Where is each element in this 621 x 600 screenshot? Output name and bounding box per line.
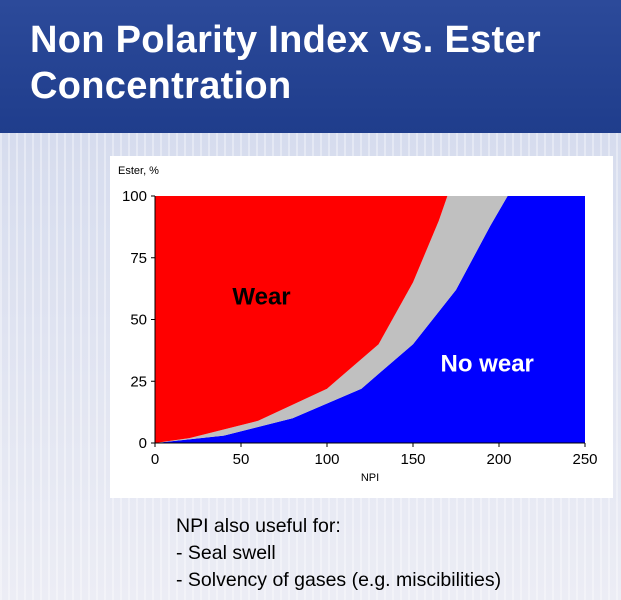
no-wear-region [155,196,585,443]
transition-region [155,196,508,443]
wear-region [155,196,448,443]
y-axis-ticks: 0 25 50 75 100 [122,188,155,452]
x-tick-label: 50 [233,451,250,468]
slide-title: Non Polarity Index vs. Ester Concentrati… [30,19,542,107]
y-tick-label: 25 [130,373,147,390]
title-banner: Non Polarity Index vs. Ester Concentrati… [0,0,621,133]
x-tick-label: 250 [572,451,597,468]
x-tick-label: 0 [151,451,159,468]
y-tick-label: 75 [130,250,147,267]
y-axis-label: Ester, % [118,165,159,177]
notes-heading: NPI also useful for: [176,515,341,537]
x-tick-label: 100 [314,451,339,468]
chart-panel: 0 50 100 150 200 250 0 25 50 75 100 Ester, % NPI … [110,156,613,498]
y-tick-label: 100 [122,188,147,205]
y-tick-label: 0 [139,435,147,452]
x-axis-label: NPI [361,472,379,484]
notes-item-seal-swell: - Seal swell [176,542,276,564]
x-tick-label: 200 [486,451,511,468]
x-axis-ticks: 0 50 100 150 200 250 [151,443,598,468]
notes-list: NPI also useful for: - Seal swell - Solv… [176,513,616,594]
wear-annotation: Wear [232,284,290,311]
no-wear-annotation: No wear [441,350,534,377]
y-tick-label: 50 [130,312,147,329]
x-tick-label: 150 [400,451,425,468]
notes-item-solvency: - Solvency of gases (e.g. miscibilities) [176,569,502,591]
